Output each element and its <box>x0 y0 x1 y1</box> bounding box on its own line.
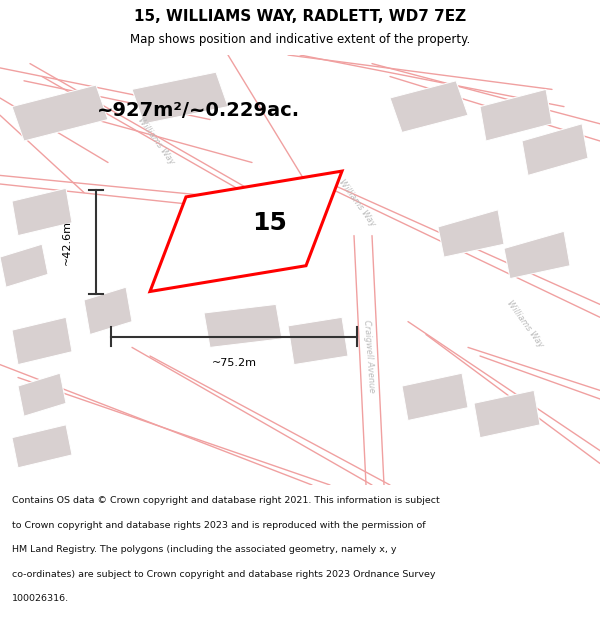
Polygon shape <box>12 318 72 364</box>
Polygon shape <box>402 373 468 421</box>
Text: ~42.6m: ~42.6m <box>62 219 72 264</box>
Text: co-ordinates) are subject to Crown copyright and database rights 2023 Ordnance S: co-ordinates) are subject to Crown copyr… <box>12 570 436 579</box>
Polygon shape <box>288 318 348 364</box>
Polygon shape <box>390 81 468 132</box>
Polygon shape <box>0 244 48 288</box>
Text: Map shows position and indicative extent of the property.: Map shows position and indicative extent… <box>130 33 470 46</box>
Polygon shape <box>474 391 540 438</box>
Text: HM Land Registry. The polygons (including the associated geometry, namely x, y: HM Land Registry. The polygons (includin… <box>12 545 397 554</box>
Polygon shape <box>12 188 72 236</box>
Text: ~927m²/~0.229ac.: ~927m²/~0.229ac. <box>97 101 299 121</box>
Polygon shape <box>504 231 570 279</box>
Text: Williams Way: Williams Way <box>136 116 176 166</box>
Text: 100026316.: 100026316. <box>12 594 69 603</box>
Polygon shape <box>18 373 66 416</box>
Polygon shape <box>12 425 72 468</box>
Polygon shape <box>132 72 228 124</box>
Text: 15: 15 <box>253 211 287 235</box>
Polygon shape <box>438 210 504 257</box>
Text: Williams Way: Williams Way <box>505 299 545 349</box>
Text: Contains OS data © Crown copyright and database right 2021. This information is : Contains OS data © Crown copyright and d… <box>12 496 440 505</box>
Text: Williams Way: Williams Way <box>337 178 377 229</box>
Polygon shape <box>84 288 132 334</box>
Text: to Crown copyright and database rights 2023 and is reproduced with the permissio: to Crown copyright and database rights 2… <box>12 521 425 530</box>
Polygon shape <box>480 89 552 141</box>
Text: ~75.2m: ~75.2m <box>212 358 257 368</box>
Text: Craigwell Avenue: Craigwell Avenue <box>362 319 376 392</box>
Text: 15, WILLIAMS WAY, RADLETT, WD7 7EZ: 15, WILLIAMS WAY, RADLETT, WD7 7EZ <box>134 9 466 24</box>
Polygon shape <box>204 304 282 348</box>
Polygon shape <box>522 124 588 176</box>
Polygon shape <box>12 85 108 141</box>
Polygon shape <box>150 171 342 291</box>
